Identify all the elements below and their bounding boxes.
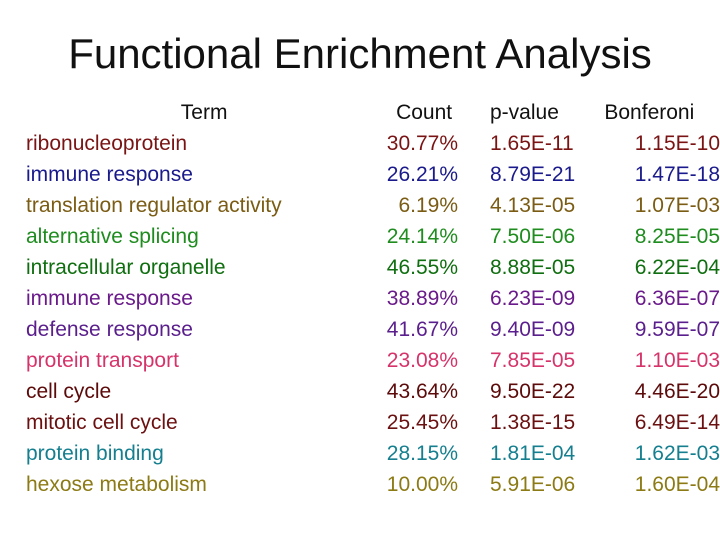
term-cell: immune response (26, 163, 193, 186)
table-row: translation regulator activity 6.19% 4.13E… (26, 190, 720, 221)
bonferoni-cell: 1.07E-03 (634, 194, 720, 217)
table-row: intracellular organelle 46.55% 8.88E-05 6.2… (26, 252, 720, 283)
table-row: alternative splicing 24.14% 7.50E-06 8.25E-… (26, 221, 720, 252)
pvalue-cell: 7.50E-06 (490, 225, 576, 248)
pvalue-cell: 9.40E-09 (490, 318, 576, 341)
pvalue-cell: 4.13E-05 (490, 194, 576, 217)
header-bonferoni: Bonferoni (604, 101, 695, 124)
count-cell: 46.55% (386, 256, 458, 279)
bonferoni-cell: 1.62E-03 (634, 442, 720, 465)
header-count: Count (396, 101, 453, 124)
table-row: mitotic cell cycle 25.45% 1.38E-15 6.49E-14 (26, 407, 720, 438)
count-cell: 26.21% (386, 163, 458, 186)
bonferoni-cell: 9.59E-07 (634, 318, 720, 341)
pvalue-cell: 8.79E-21 (490, 163, 576, 186)
count-cell: 10.00% (386, 473, 458, 496)
term-cell: immune response (26, 287, 193, 310)
pvalue-cell: 1.81E-04 (490, 442, 576, 465)
term-cell: alternative splicing (26, 225, 199, 248)
bonferoni-cell: 6.36E-07 (634, 287, 720, 310)
table-row: immune response 38.89% 6.23E-09 6.36E-07 (26, 283, 720, 314)
bonferoni-cell: 8.25E-05 (634, 225, 720, 248)
pvalue-cell: 1.38E-15 (490, 411, 576, 434)
count-cell: 41.67% (386, 318, 458, 341)
enrichment-table: Term Count p-value Bonferoni ribonucleop… (26, 97, 720, 500)
count-cell: 25.45% (386, 411, 458, 434)
term-cell: mitotic cell cycle (26, 411, 178, 434)
table-header-row: Term Count p-value Bonferoni (26, 97, 720, 128)
bonferoni-cell: 1.60E-04 (634, 473, 720, 496)
pvalue-cell: 1.65E-11 (490, 132, 574, 155)
table-row: cell cycle 43.64% 9.50E-22 4.46E-20 (26, 376, 720, 407)
table-row: hexose metabolism 10.00% 5.91E-06 1.60E-04 (26, 469, 720, 500)
bonferoni-cell: 1.10E-03 (634, 349, 720, 372)
term-cell: hexose metabolism (26, 473, 207, 496)
table-row: protein binding 28.15% 1.81E-04 1.62E-03 (26, 438, 720, 469)
pvalue-cell: 8.88E-05 (490, 256, 576, 279)
pvalue-cell: 9.50E-22 (490, 380, 576, 403)
page-title: Functional Enrichment Analysis (68, 30, 652, 77)
table-row: protein transport 23.08% 7.85E-05 1.10E-03 (26, 345, 720, 376)
pvalue-cell: 6.23E-09 (490, 287, 576, 310)
count-cell: 30.77% (386, 132, 458, 155)
bonferoni-cell: 1.15E-10 (634, 132, 720, 155)
term-cell: translation regulator activity (26, 194, 282, 217)
header-term: Term (180, 101, 228, 124)
count-cell: 23.08% (386, 349, 458, 372)
bonferoni-cell: 4.46E-20 (634, 380, 720, 403)
term-cell: cell cycle (26, 380, 112, 403)
count-cell: 24.14% (386, 225, 458, 248)
count-cell: 38.89% (386, 287, 458, 310)
term-cell: protein transport (26, 349, 179, 372)
bonferoni-cell: 6.49E-14 (634, 411, 720, 434)
bonferoni-cell: 6.22E-04 (634, 256, 720, 279)
table-row: immune response 26.21% 8.79E-21 1.47E-18 (26, 159, 720, 190)
count-cell: 28.15% (386, 442, 458, 465)
pvalue-cell: 5.91E-06 (490, 473, 576, 496)
term-cell: defense response (26, 318, 193, 341)
bonferoni-cell: 1.47E-18 (634, 163, 720, 186)
header-pvalue: p-value (490, 101, 559, 124)
pvalue-cell: 7.85E-05 (490, 349, 576, 372)
table-row: defense response 41.67% 9.40E-09 9.59E-07 (26, 314, 720, 345)
table-row: ribonucleoprotein 30.77% 1.65E-11 1.15E-10 (26, 128, 720, 159)
term-cell: ribonucleoprotein (26, 132, 188, 155)
count-cell: 6.19% (398, 194, 458, 217)
term-cell: intracellular organelle (26, 256, 226, 279)
term-cell: protein binding (26, 442, 164, 465)
count-cell: 43.64% (386, 380, 458, 403)
